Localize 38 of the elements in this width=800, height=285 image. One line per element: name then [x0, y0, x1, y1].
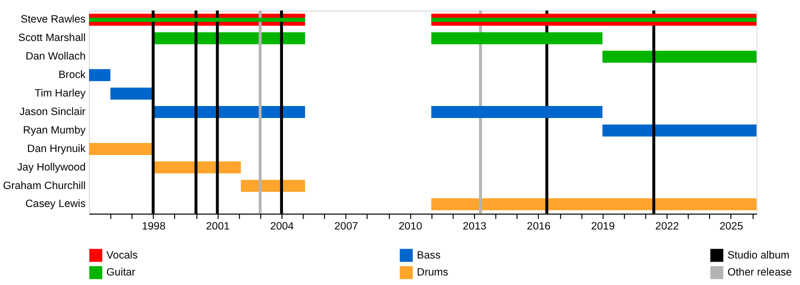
x-tick-label: 2019: [591, 220, 615, 233]
y-tick-label: Ryan Mumby: [23, 124, 86, 136]
x-tick-label: 2004: [270, 220, 294, 233]
bar: [153, 106, 306, 118]
y-tick-label: Dan Wollach: [26, 50, 86, 63]
y-tick-label: Jay Hollywood: [17, 161, 86, 174]
bar: [240, 180, 306, 192]
bar: [110, 88, 154, 100]
legend-label: Other release: [727, 266, 792, 279]
y-tick-label: Casey Lewis: [25, 198, 86, 210]
y-tick-label: Jason Sinclair: [19, 106, 86, 118]
y-tick-label: Graham Churchill: [2, 180, 86, 192]
bar: [602, 50, 756, 63]
bar: [88, 142, 154, 155]
legend-label: Guitar: [106, 266, 136, 279]
bar: [431, 106, 602, 118]
bar: [431, 198, 756, 210]
x-tick-label: 2007: [334, 220, 358, 233]
bar: [153, 32, 306, 44]
x-tick-label: 2016: [526, 220, 551, 233]
bar: [153, 161, 241, 174]
legend-label: Drums: [416, 266, 448, 279]
legend-label: Bass: [416, 249, 441, 262]
x-tick-label: 2013: [462, 220, 486, 233]
legend-label: Studio album: [727, 249, 790, 262]
bar: [602, 124, 756, 136]
y-tick-label: Tim Harley: [34, 87, 86, 100]
y-tick-label: Scott Marshall: [18, 32, 86, 44]
x-tick-label: 2022: [655, 220, 680, 233]
y-tick-label: Steve Rawles: [20, 14, 86, 26]
legend-label: Vocals: [106, 249, 138, 262]
y-tick-label: Brock: [58, 69, 86, 82]
x-tick-label: 2025: [719, 220, 744, 233]
y-tick-label: Dan Hrynuik: [27, 142, 86, 155]
x-tick-label: 1998: [142, 220, 166, 233]
bar: [88, 69, 110, 82]
x-tick-label: 2010: [398, 220, 422, 233]
x-tick-label: 2001: [206, 220, 230, 233]
